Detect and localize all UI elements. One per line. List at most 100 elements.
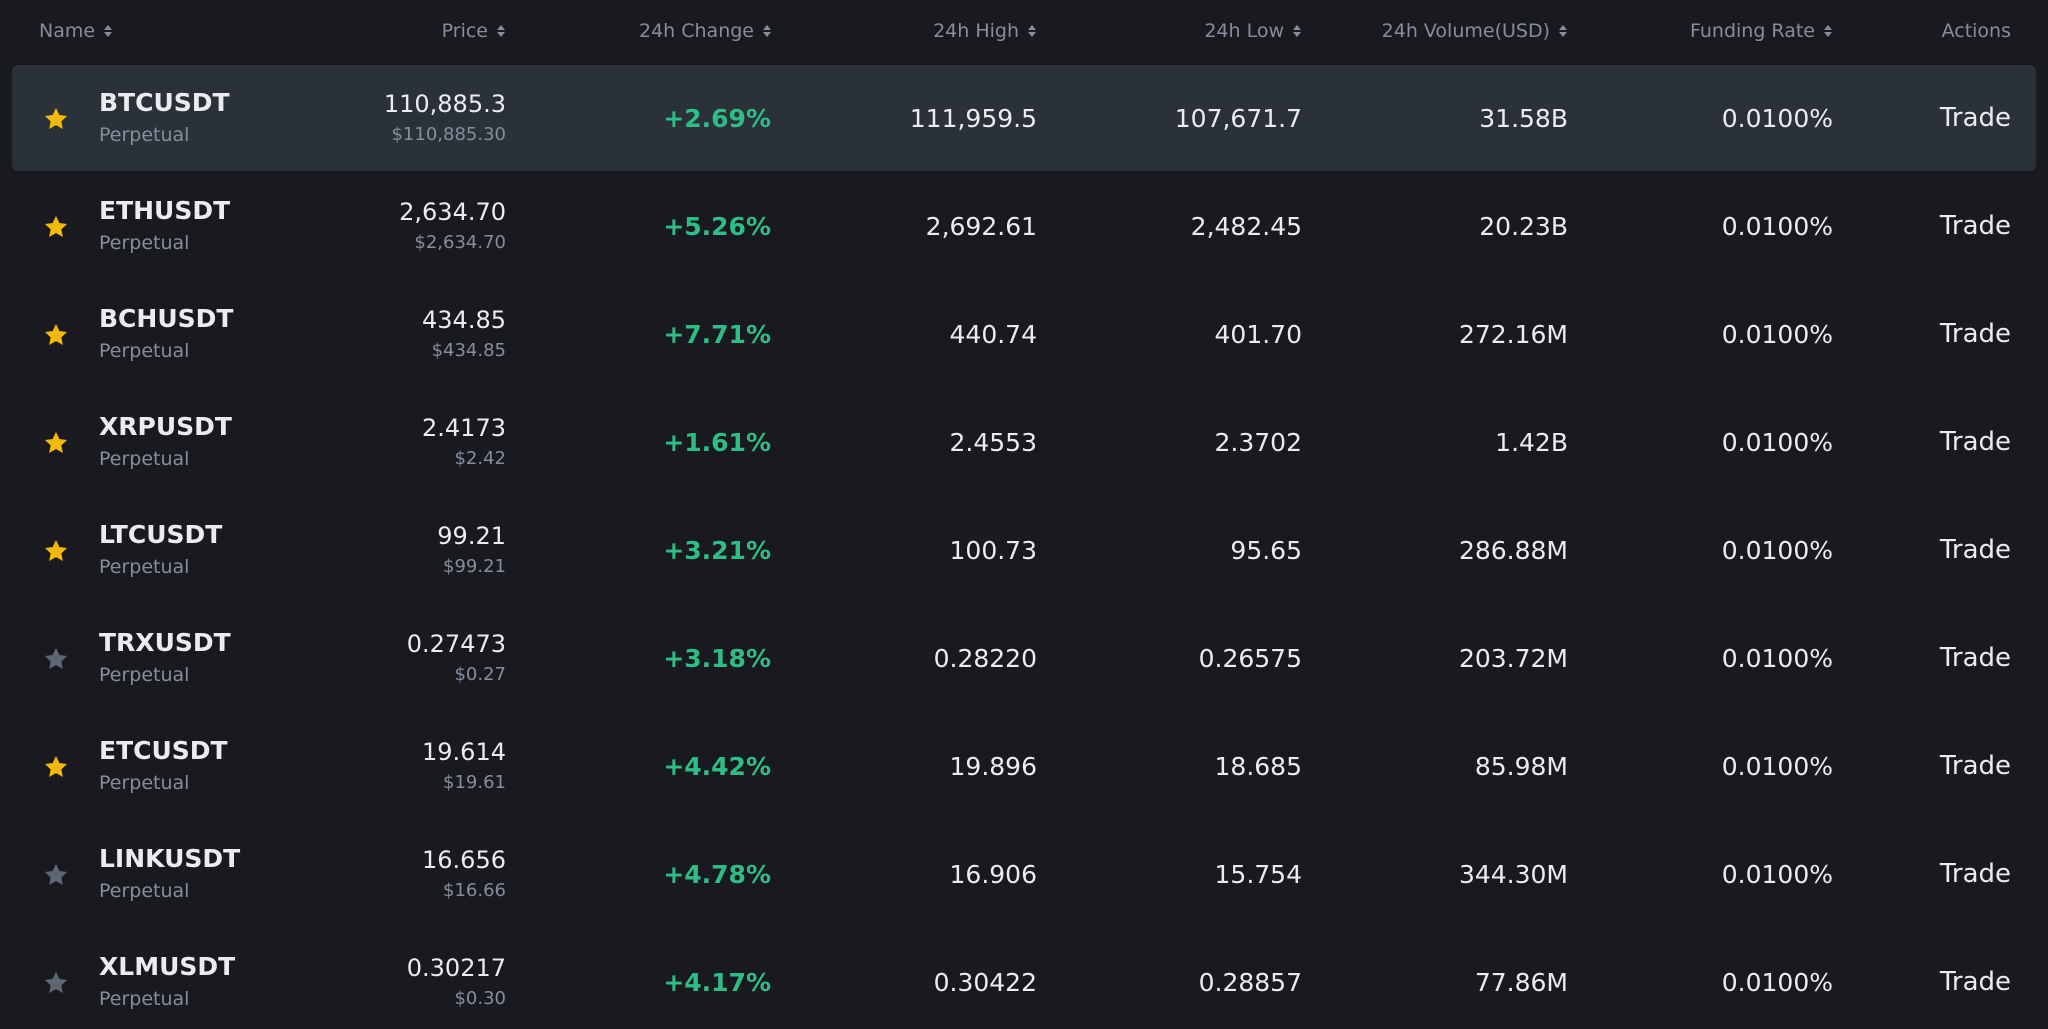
- column-header-24h-low[interactable]: 24h Low: [1204, 18, 1302, 44]
- sort-icon[interactable]: [1823, 22, 1833, 40]
- trade-link[interactable]: Trade: [1939, 103, 2011, 133]
- last-price-usd: $19.61: [443, 772, 506, 793]
- funding-rate-value: 0.0100%: [1721, 211, 1833, 241]
- actions-cell: Trade: [1940, 605, 2011, 711]
- trade-link[interactable]: Trade: [1939, 967, 2011, 997]
- name-cell[interactable]: TRXUSDT Perpetual: [99, 605, 231, 711]
- table-row[interactable]: TRXUSDT Perpetual 0.27473 $0.27 +3.18% 0…: [12, 605, 2036, 711]
- table-row[interactable]: ETHUSDT Perpetual 2,634.70 $2,634.70 +5.…: [12, 173, 2036, 279]
- price-cell: 16.656 $16.66: [422, 821, 506, 927]
- sort-icon[interactable]: [103, 22, 113, 40]
- change-cell: +7.71%: [663, 281, 771, 387]
- actions-cell: Trade: [1940, 713, 2011, 819]
- trade-link[interactable]: Trade: [1939, 535, 2011, 565]
- volume-value: 272.16M: [1458, 319, 1568, 349]
- name-cell[interactable]: LTCUSDT Perpetual: [99, 497, 222, 603]
- funding-cell: 0.0100%: [1722, 713, 1833, 819]
- column-header-actions-label: Actions: [1941, 20, 2011, 42]
- high-cell: 0.30422: [934, 929, 1037, 1029]
- column-header-24h-low-label: 24h Low: [1204, 20, 1284, 42]
- low-cell: 0.28857: [1199, 929, 1302, 1029]
- volume-value: 1.42B: [1495, 427, 1568, 457]
- trade-link[interactable]: Trade: [1939, 211, 2011, 241]
- symbol-label: XRPUSDT: [99, 412, 232, 441]
- symbol-label: LINKUSDT: [99, 844, 241, 873]
- funding-rate-value: 0.0100%: [1721, 967, 1833, 997]
- contract-type-label: Perpetual: [99, 340, 190, 362]
- actions-cell: Trade: [1940, 173, 2011, 279]
- last-price: 0.30217: [406, 954, 506, 982]
- column-header-funding-rate-label: Funding Rate: [1689, 20, 1815, 42]
- table-row[interactable]: BTCUSDT Perpetual 110,885.3 $110,885.30 …: [12, 65, 2036, 171]
- last-price-usd: $2.42: [454, 448, 506, 469]
- last-price-usd: $2,634.70: [414, 232, 506, 253]
- column-header-price[interactable]: Price: [442, 18, 506, 44]
- column-header-24h-change[interactable]: 24h Change: [639, 18, 772, 44]
- favorite-star-icon[interactable]: [42, 537, 70, 565]
- contract-type-label: Perpetual: [99, 664, 190, 686]
- high-cell: 16.906: [950, 821, 1037, 927]
- price-cell: 2.4173 $2.42: [422, 389, 506, 495]
- name-cell[interactable]: XLMUSDT Perpetual: [99, 929, 235, 1029]
- column-header-funding-rate[interactable]: Funding Rate: [1690, 18, 1833, 44]
- table-row[interactable]: LTCUSDT Perpetual 99.21 $99.21 +3.21% 10…: [12, 497, 2036, 603]
- favorite-star-icon[interactable]: [42, 321, 70, 349]
- actions-cell: Trade: [1940, 389, 2011, 495]
- high-value: 16.906: [949, 859, 1037, 889]
- trade-link[interactable]: Trade: [1939, 643, 2011, 673]
- last-price: 110,885.3: [383, 90, 506, 118]
- funding-rate-value: 0.0100%: [1721, 751, 1833, 781]
- low-cell: 401.70: [1215, 281, 1302, 387]
- last-price: 99.21: [437, 522, 506, 550]
- favorite-star-icon[interactable]: [42, 969, 70, 997]
- funding-rate-value: 0.0100%: [1721, 319, 1833, 349]
- change-value: +4.78%: [663, 859, 771, 889]
- volume-cell: 344.30M: [1459, 821, 1568, 927]
- symbol-label: ETHUSDT: [99, 196, 231, 225]
- low-cell: 107,671.7: [1175, 65, 1302, 171]
- column-header-24h-high[interactable]: 24h High: [933, 18, 1037, 44]
- name-cell[interactable]: ETHUSDT Perpetual: [99, 173, 230, 279]
- favorite-star-icon[interactable]: [42, 429, 70, 457]
- column-header-name[interactable]: Name: [39, 18, 113, 44]
- low-cell: 2,482.45: [1191, 173, 1302, 279]
- price-cell: 110,885.3 $110,885.30: [384, 65, 506, 171]
- name-cell[interactable]: XRPUSDT Perpetual: [99, 389, 232, 495]
- table-row[interactable]: ETCUSDT Perpetual 19.614 $19.61 +4.42% 1…: [12, 713, 2036, 819]
- change-cell: +4.42%: [663, 713, 771, 819]
- sort-icon[interactable]: [1027, 22, 1037, 40]
- symbol-label: XLMUSDT: [99, 952, 236, 981]
- name-cell[interactable]: BCHUSDT Perpetual: [99, 281, 233, 387]
- column-header-24h-volume[interactable]: 24h Volume(USD): [1382, 18, 1568, 44]
- favorite-star-icon[interactable]: [42, 213, 70, 241]
- table-row[interactable]: LINKUSDT Perpetual 16.656 $16.66 +4.78% …: [12, 821, 2036, 927]
- name-cell[interactable]: LINKUSDT Perpetual: [99, 821, 240, 927]
- low-value: 18.685: [1214, 751, 1302, 781]
- sort-icon[interactable]: [762, 22, 772, 40]
- name-cell[interactable]: BTCUSDT Perpetual: [99, 65, 230, 171]
- name-cell[interactable]: ETCUSDT Perpetual: [99, 713, 228, 819]
- contract-type-label: Perpetual: [99, 124, 190, 146]
- low-value: 2.3702: [1214, 427, 1302, 457]
- favorite-star-icon[interactable]: [42, 645, 70, 673]
- symbol-label: BTCUSDT: [99, 88, 230, 117]
- sort-icon[interactable]: [1292, 22, 1302, 40]
- sort-icon[interactable]: [1558, 22, 1568, 40]
- low-value: 2,482.45: [1190, 211, 1302, 241]
- funding-cell: 0.0100%: [1722, 497, 1833, 603]
- favorite-star-icon[interactable]: [42, 753, 70, 781]
- trade-link[interactable]: Trade: [1939, 859, 2011, 889]
- table-row[interactable]: XRPUSDT Perpetual 2.4173 $2.42 +1.61% 2.…: [12, 389, 2036, 495]
- actions-cell: Trade: [1940, 65, 2011, 171]
- favorite-star-icon[interactable]: [42, 105, 70, 133]
- volume-cell: 203.72M: [1459, 605, 1568, 711]
- volume-cell: 20.23B: [1479, 173, 1568, 279]
- column-header-24h-volume-label: 24h Volume(USD): [1381, 20, 1550, 42]
- trade-link[interactable]: Trade: [1939, 319, 2011, 349]
- table-row[interactable]: XLMUSDT Perpetual 0.30217 $0.30 +4.17% 0…: [12, 929, 2036, 1029]
- sort-icon[interactable]: [496, 22, 506, 40]
- favorite-star-icon[interactable]: [42, 861, 70, 889]
- table-row[interactable]: BCHUSDT Perpetual 434.85 $434.85 +7.71% …: [12, 281, 2036, 387]
- trade-link[interactable]: Trade: [1939, 751, 2011, 781]
- trade-link[interactable]: Trade: [1939, 427, 2011, 457]
